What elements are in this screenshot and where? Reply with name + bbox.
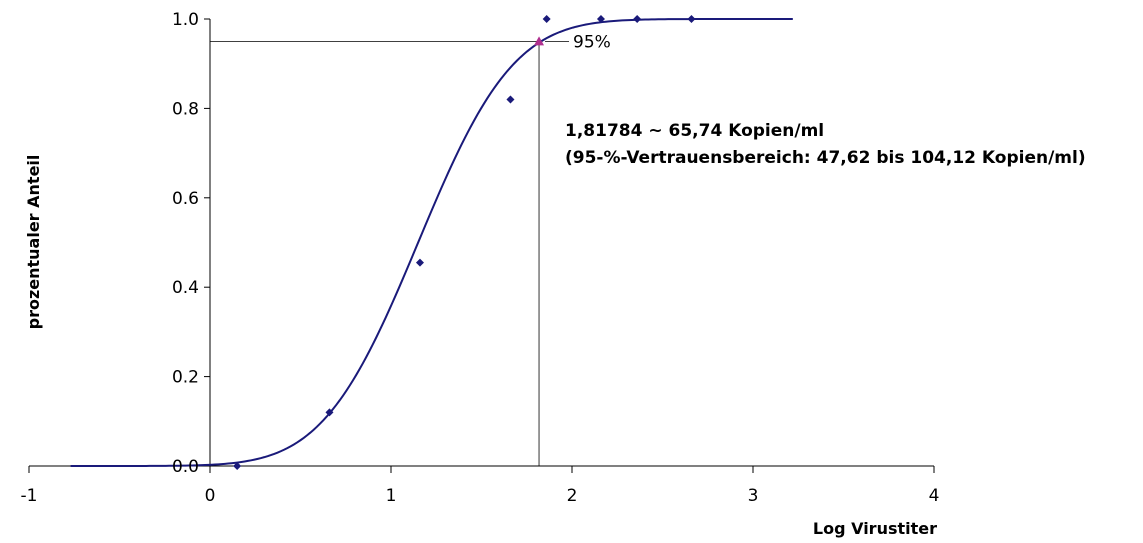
- x-tick-label: 1: [386, 486, 397, 506]
- data-point: [325, 408, 334, 417]
- axes: [28, 18, 935, 473]
- y-tick-label: 0.0: [172, 457, 199, 477]
- fit-curve: [70, 18, 793, 467]
- data-point: [687, 15, 696, 23]
- annotation-line-2: (95-%-Vertrauensbereich: 47,62 bis 104,1…: [565, 148, 1086, 168]
- x-tick-label: 4: [929, 486, 940, 506]
- data-point: [596, 15, 605, 23]
- marker-95-triangle: [534, 36, 545, 46]
- x-tick-label: 0: [205, 486, 216, 506]
- y-axis-title: prozentualer Anteil: [24, 155, 43, 330]
- y-tick-label: 1.0: [172, 10, 199, 30]
- y-tick-label: 0.6: [172, 189, 199, 209]
- data-point: [633, 15, 642, 23]
- marker-group: 95%: [534, 32, 611, 52]
- data-points: [233, 15, 696, 470]
- annotation-line-1: 1,81784 ~ 65,74 Kopien/ml: [565, 121, 824, 141]
- reference-lines: [210, 40, 540, 466]
- data-point: [542, 15, 551, 23]
- data-point: [506, 95, 515, 104]
- y-tick-label: 0.2: [172, 368, 199, 388]
- y-tick-label: 0.8: [172, 99, 199, 119]
- x-tick-label: 2: [567, 486, 578, 506]
- marker-95-label: 95%: [573, 32, 611, 52]
- x-tick-label: -1: [21, 486, 38, 506]
- x-tick-label: 3: [748, 486, 759, 506]
- tick-labels: -1 0 1 2 3 4 0.0 0.2 0.4 0.6 0.8 1.0: [21, 10, 940, 506]
- y-tick-label: 0.4: [172, 278, 199, 298]
- data-point: [233, 462, 242, 470]
- x-axis-title: Log Virustiter: [813, 519, 937, 538]
- data-point: [415, 258, 424, 267]
